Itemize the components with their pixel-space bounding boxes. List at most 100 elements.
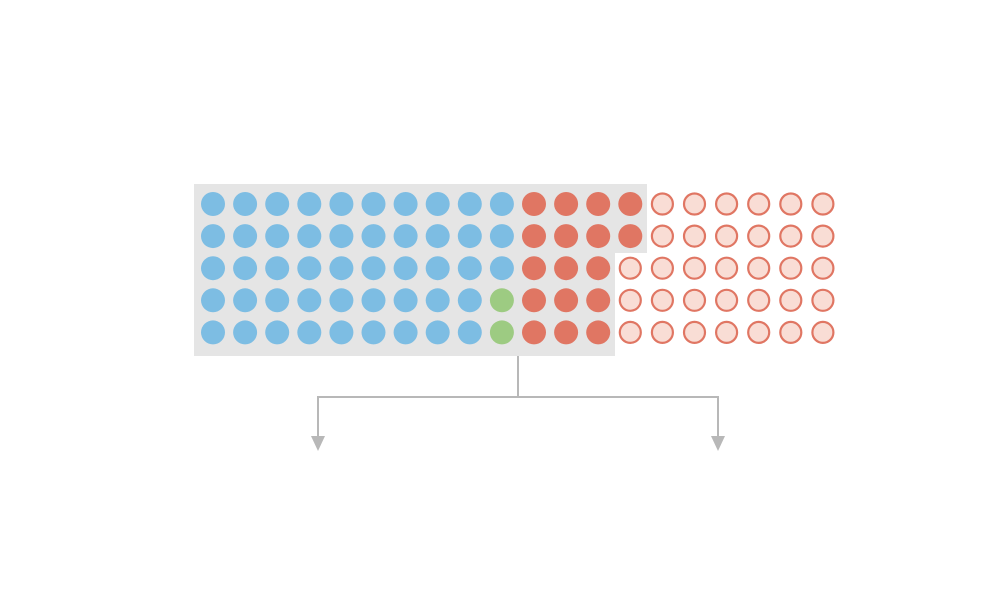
dot-outline [650, 192, 675, 216]
dot-outline [682, 256, 707, 280]
dot-outline [747, 192, 771, 216]
dot-outline [714, 192, 739, 216]
dot-outline [714, 256, 739, 280]
dot-outline [779, 256, 803, 280]
dot-blue [425, 192, 450, 216]
dot-blue [201, 192, 225, 216]
dot-blue [457, 192, 482, 216]
dot-outline [747, 256, 771, 280]
dot-blue [425, 288, 450, 313]
dot-outline [650, 288, 675, 312]
dot-outline [618, 256, 642, 280]
dot-red [554, 288, 579, 313]
dot-red [586, 224, 611, 249]
dot-blue [457, 288, 482, 313]
dot-blue [329, 256, 354, 281]
dot-outline [682, 288, 707, 312]
highlight-region-shape [194, 184, 647, 356]
dot-blue [233, 224, 258, 249]
dot-outline [682, 320, 707, 344]
dot-red [586, 256, 611, 281]
dot-red [586, 320, 611, 345]
dot-outline [682, 224, 707, 248]
dot-blue [361, 192, 386, 216]
dot-outline [779, 320, 803, 344]
dot-red [586, 288, 611, 313]
dot-blue [297, 224, 322, 249]
dot-outline [650, 256, 675, 280]
dot-red [554, 192, 579, 216]
dot-grid [201, 192, 835, 345]
dot-outline [811, 224, 835, 248]
dot-red [618, 192, 643, 216]
dot-blue [297, 320, 322, 345]
dot-blue [457, 224, 482, 249]
dot-blue [425, 224, 450, 249]
dot-blue [297, 256, 322, 281]
dot-blue [297, 192, 322, 216]
dot-blue [265, 256, 290, 281]
dot-outline [714, 224, 739, 248]
split-arrows [311, 356, 725, 451]
dot-outline [779, 224, 803, 248]
dot-blue [457, 256, 482, 281]
dot-blue [393, 256, 418, 281]
dot-outline [747, 288, 771, 312]
dot-blue [329, 224, 354, 249]
dot-blue [393, 192, 418, 216]
dot-blue [489, 224, 514, 249]
dot-blue [233, 320, 258, 345]
dot-outline [618, 320, 642, 344]
dot-blue [329, 320, 354, 345]
dot-outline [714, 320, 739, 344]
dot-outline [811, 192, 835, 216]
dot-red [522, 256, 546, 281]
dot-blue [489, 192, 514, 216]
dot-outline [811, 288, 835, 312]
dot-green [489, 288, 514, 313]
dot-blue [361, 288, 386, 313]
dot-blue [265, 224, 290, 249]
dot-blue [489, 256, 514, 281]
dot-blue [265, 288, 290, 313]
dot-outline [714, 288, 739, 312]
highlight-region [194, 184, 647, 356]
dot-outline [811, 256, 835, 280]
dot-blue [265, 320, 290, 345]
dot-outline [747, 320, 771, 344]
dot-outline [747, 224, 771, 248]
dot-outline [650, 224, 675, 248]
dot-blue [329, 288, 354, 313]
dot-blue [457, 320, 482, 345]
arrow-right-head [711, 436, 725, 451]
dot-outline [618, 288, 642, 312]
dot-outline [682, 192, 707, 216]
dot-blue [265, 192, 290, 216]
dot-blue [393, 320, 418, 345]
dot-blue [361, 256, 386, 281]
arrow-left-head [311, 436, 325, 451]
dot-blue [393, 288, 418, 313]
dot-blue [329, 192, 354, 216]
dot-blue [233, 192, 258, 216]
dot-blue [393, 224, 418, 249]
dot-blue [201, 224, 225, 249]
dot-red [554, 224, 579, 249]
dot-outline [779, 192, 803, 216]
dot-green [489, 320, 514, 345]
dot-outline [650, 320, 675, 344]
dot-blue [233, 256, 258, 281]
dot-blue [201, 288, 225, 313]
dot-red [554, 256, 579, 281]
dot-red [586, 192, 611, 216]
dot-outline [811, 320, 835, 344]
dot-blue [233, 288, 258, 313]
dot-red [522, 192, 546, 216]
dot-red [554, 320, 579, 345]
dot-red [522, 288, 546, 313]
dot-blue [425, 320, 450, 345]
dot-red [618, 224, 643, 249]
dot-blue [425, 256, 450, 281]
